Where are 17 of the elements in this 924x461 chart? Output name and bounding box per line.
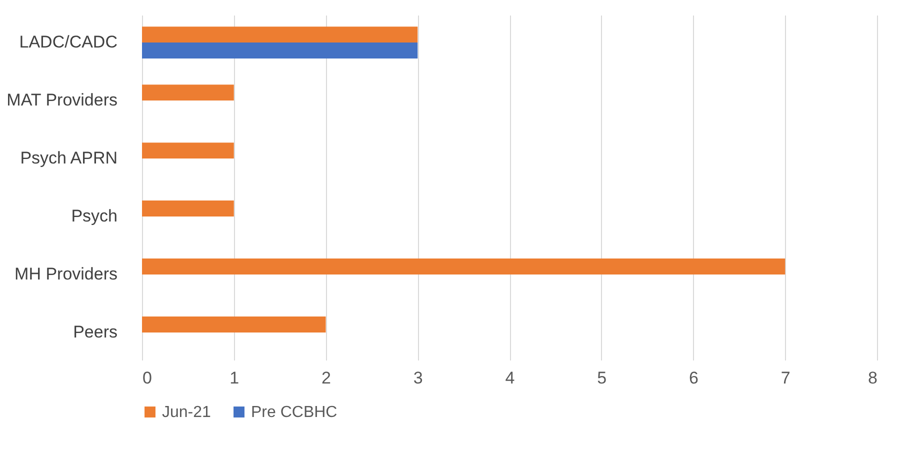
x-tick-label: 8 — [868, 368, 878, 388]
x-tick-label: 1 — [230, 368, 240, 388]
x-tick-label: 0 — [142, 368, 152, 388]
y-tick-label: MAT Providers — [6, 90, 118, 110]
legend-label: Pre CCBHC — [251, 404, 338, 421]
y-tick-label: Peers — [73, 322, 118, 342]
x-tick-label: 2 — [322, 368, 331, 388]
y-tick-label: MH Providers — [14, 264, 118, 284]
y-tick-label: Psych — [71, 206, 118, 226]
legend-label: Jun-21 — [162, 404, 212, 421]
x-tick-label: 5 — [597, 368, 607, 388]
x-tick-label: 3 — [413, 368, 423, 388]
y-tick-label: Psych APRN — [20, 148, 118, 168]
x-tick-label: 7 — [780, 368, 790, 388]
x-tick-label: 6 — [689, 368, 698, 388]
y-tick-label: LADC/CADC — [19, 32, 118, 52]
x-tick-label: 4 — [505, 368, 515, 388]
